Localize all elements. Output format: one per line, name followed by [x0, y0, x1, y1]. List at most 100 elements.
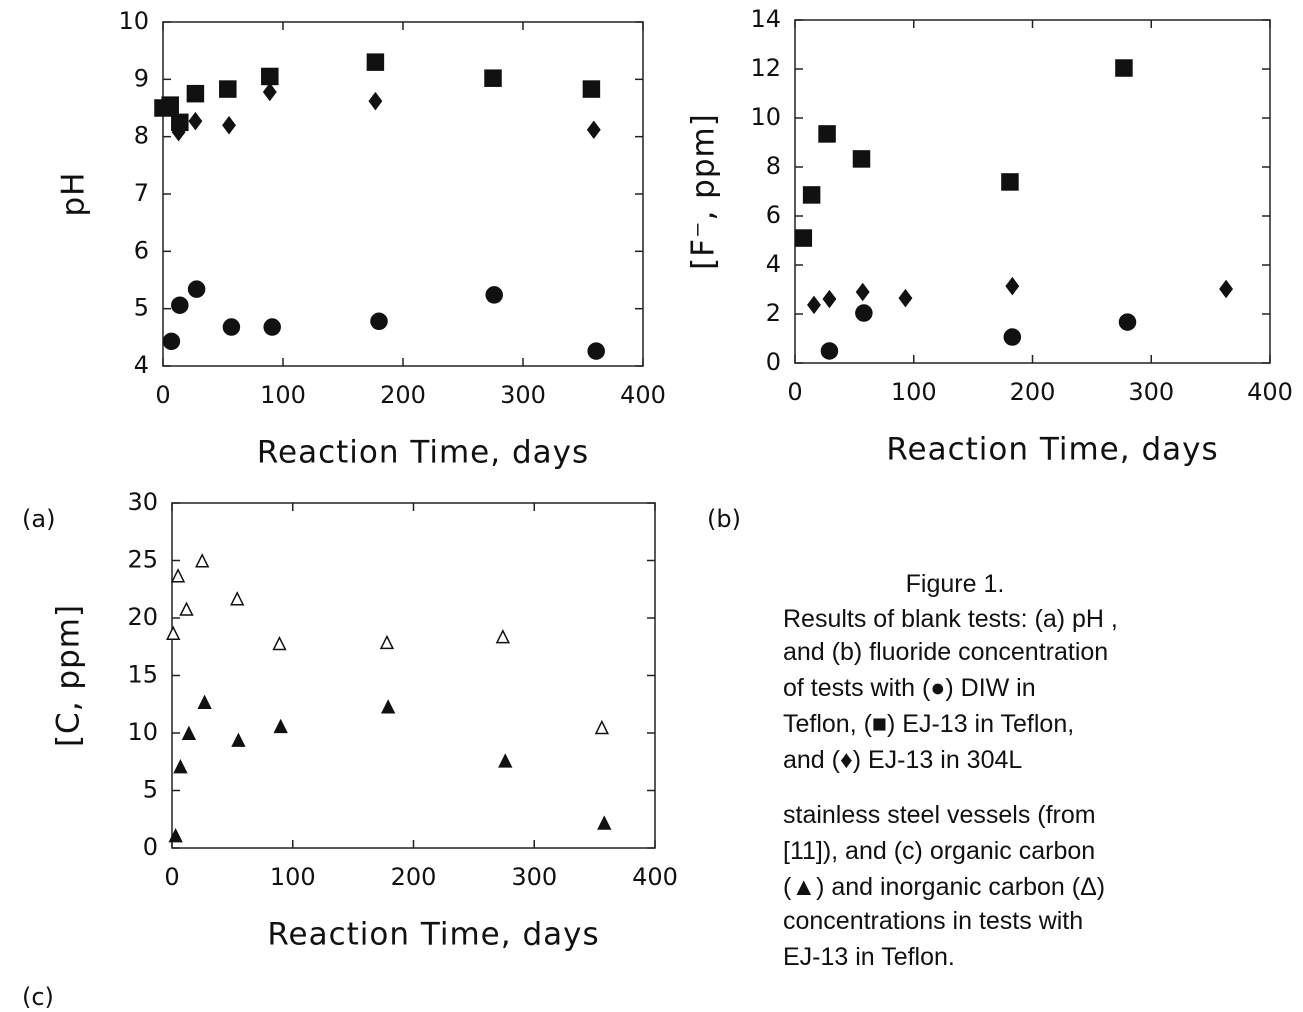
triangle-point: [173, 759, 188, 774]
y-tick-label: 20: [127, 603, 158, 631]
y-tick-label: 10: [127, 718, 158, 746]
y-tick-label: 6: [134, 236, 149, 264]
plot-frame: [162, 21, 644, 367]
caption-line: EJ-13 in Teflon.: [783, 943, 955, 971]
panel-label: (c): [22, 983, 54, 1011]
triangle-point: [230, 591, 245, 606]
x-tick-label: 0: [155, 381, 170, 409]
square-point: [161, 96, 179, 114]
triangle-point: [272, 635, 287, 651]
triangle-point: [597, 815, 612, 830]
x-tick-label: 200: [1010, 378, 1056, 406]
y-tick-label: 4: [134, 351, 149, 379]
triangle-point: [498, 753, 513, 768]
x-tick-label: 300: [511, 863, 557, 891]
caption-line: Teflon, (■) EJ-13 in Teflon,: [783, 710, 1074, 738]
caption-line: [11]), and (c) organic carbon: [783, 837, 1095, 865]
circle-point: [222, 318, 241, 336]
circle-point: [587, 342, 605, 360]
square-point: [802, 186, 821, 204]
circle-point: [162, 332, 181, 351]
triangle-point: [380, 699, 396, 714]
caption-title: Figure 1.: [906, 570, 1005, 598]
y-axis-title: pH: [56, 172, 92, 217]
square-point: [582, 80, 601, 98]
y-tick-label: 25: [127, 546, 158, 574]
diamond-point: [368, 91, 383, 111]
y-tick-label: 4: [766, 250, 781, 278]
caption-line: concentrations in tests with: [783, 907, 1083, 935]
square-point: [261, 67, 279, 86]
x-tick-label: 200: [391, 863, 437, 891]
triangle-point: [273, 718, 288, 734]
y-tick-label: 9: [134, 64, 149, 92]
triangle-point: [495, 629, 511, 644]
y-tick-label: 5: [143, 776, 158, 804]
caption-line: Results of blank tests: (a) pH ,: [783, 605, 1118, 633]
square-point: [818, 125, 836, 143]
x-tick-label: 0: [787, 378, 802, 406]
circle-point: [187, 280, 206, 298]
x-tick-label: 100: [891, 378, 937, 406]
y-tick-label: 10: [118, 7, 149, 35]
diamond-point: [855, 282, 870, 302]
x-tick-label: 200: [380, 381, 426, 409]
x-axis-title: Reaction Time, days: [886, 432, 1218, 468]
square-point: [219, 80, 237, 98]
y-tick-label: 7: [134, 179, 149, 207]
circle-point: [263, 318, 281, 336]
x-tick-label: 300: [500, 381, 546, 409]
y-axis-title: [C, ppm]: [51, 604, 87, 747]
triangle-point: [166, 625, 181, 640]
circle-point: [855, 304, 873, 322]
caption-line: of tests with (●) DIW in: [783, 674, 1036, 702]
caption-line: stainless steel vessels (from: [783, 801, 1096, 829]
diamond-point: [188, 111, 203, 131]
plot-frame: [171, 502, 656, 849]
diamond-point: [807, 295, 821, 315]
diamond-point: [822, 289, 837, 309]
y-tick-label: 8: [766, 152, 781, 180]
y-tick-label: 12: [750, 54, 781, 82]
y-tick-label: 6: [766, 201, 781, 229]
triangle-point: [168, 828, 183, 843]
circle-point: [485, 286, 503, 304]
x-tick-label: 300: [1128, 378, 1174, 406]
y-tick-label: 10: [750, 103, 781, 131]
circle-point: [1003, 328, 1022, 346]
y-tick-label: 0: [766, 348, 781, 376]
y-tick-label: 5: [134, 294, 149, 322]
y-tick-label: 15: [127, 661, 158, 689]
caption-line: and (♦) EJ-13 in 304L: [783, 746, 1022, 774]
triangle-point: [179, 601, 194, 616]
circle-point: [820, 342, 839, 360]
square-point: [484, 69, 502, 87]
triangle-point: [594, 719, 610, 735]
y-tick-label: 30: [127, 488, 158, 516]
y-axis-title: [F⁻, ppm]: [686, 113, 722, 270]
square-point: [366, 53, 385, 71]
triangle-point: [195, 553, 210, 568]
y-tick-label: 8: [134, 122, 149, 150]
caption-line: and (b) fluoride concentration: [783, 638, 1108, 666]
x-axis-title: Reaction Time, days: [267, 917, 599, 953]
y-tick-label: 0: [143, 833, 158, 861]
y-tick-label: 14: [750, 5, 781, 33]
x-tick-label: 400: [620, 381, 666, 409]
diamond-point: [171, 122, 186, 142]
panel-label: (b): [707, 505, 741, 533]
diamond-point: [222, 115, 236, 135]
triangle-point: [170, 568, 186, 583]
triangle-point: [197, 694, 212, 709]
caption-line: (▲) and inorganic carbon (Δ): [783, 873, 1105, 901]
x-axis-title: Reaction Time, days: [257, 435, 589, 471]
square-point: [1001, 173, 1019, 191]
x-tick-label: 400: [632, 863, 678, 891]
triangle-point: [231, 732, 246, 747]
circle-point: [370, 312, 388, 331]
diamond-point: [1005, 276, 1020, 296]
x-tick-label: 400: [1247, 378, 1293, 406]
square-point: [1115, 59, 1133, 77]
x-tick-label: 100: [270, 863, 316, 891]
